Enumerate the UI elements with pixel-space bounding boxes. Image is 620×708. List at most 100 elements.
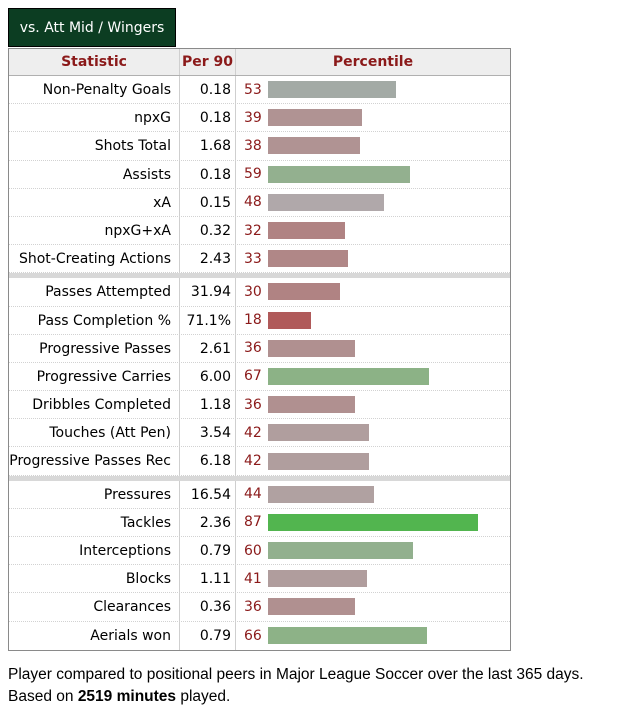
stat-name: Interceptions	[9, 537, 180, 565]
percentile-value: 32	[244, 222, 262, 239]
percentile-bar	[268, 542, 413, 560]
table-row: Blocks 1.11 41	[9, 565, 510, 594]
table-row: Assists 0.18 59	[9, 160, 510, 189]
table-row: Progressive Carries 6.00 67	[9, 362, 510, 392]
percentile-value: 87	[244, 514, 262, 531]
percentile-bar	[268, 598, 355, 616]
percentile-bar	[268, 627, 427, 645]
percentile-cell: 39	[236, 104, 510, 131]
percentile-bar	[268, 513, 478, 531]
percentile-value: 42	[244, 453, 262, 470]
percentile-value: 30	[244, 283, 262, 300]
percentile-value: 42	[244, 424, 262, 441]
per90-value: 0.32	[180, 216, 236, 245]
percentile-bar	[268, 109, 362, 127]
percentile-cell: 36	[236, 391, 510, 418]
percentile-cell: 38	[236, 132, 510, 159]
percentile-cell: 42	[236, 419, 510, 446]
percentile-bar	[268, 193, 384, 211]
stat-name: Tackles	[9, 508, 180, 536]
percentile-value: 39	[244, 109, 262, 126]
percentile-cell: 48	[236, 189, 510, 216]
per90-value: 16.54	[180, 480, 236, 508]
stat-name: Pressures	[9, 480, 180, 508]
stat-name: xA	[9, 188, 180, 216]
stat-name: Progressive Passes	[9, 334, 180, 362]
footer-note: Player compared to positional peers in M…	[8, 664, 618, 708]
percentile-cell: 30	[236, 278, 510, 305]
per90-value: 3.54	[180, 419, 236, 447]
table-row: npxG 0.18 39	[9, 104, 510, 133]
table-row: Interceptions 0.79 60	[9, 537, 510, 566]
comparison-tab-label: vs. Att Mid / Wingers	[19, 19, 165, 36]
table-row: Aerials won 0.79 66	[9, 621, 510, 650]
percentile-bar	[268, 339, 355, 357]
stat-name: Aerials won	[9, 621, 180, 650]
percentile-cell: 66	[236, 622, 510, 650]
percentile-cell: 32	[236, 217, 510, 244]
stat-name: Dribbles Completed	[9, 391, 180, 419]
table-row: Progressive Passes 2.61 36	[9, 334, 510, 363]
table-row: Passes Attempted 31.94 30	[9, 278, 510, 307]
per90-value: 0.15	[180, 188, 236, 216]
percentile-bar	[268, 396, 355, 414]
percentile-bar	[268, 222, 345, 240]
per90-value: 2.61	[180, 334, 236, 362]
percentile-bar	[268, 424, 369, 442]
percentile-cell: 18	[236, 307, 510, 334]
table-row: Pressures 16.54 44	[9, 480, 510, 509]
stat-name: Passes Attempted	[9, 278, 180, 306]
stat-name: Progressive Carries	[9, 362, 180, 391]
footer-text: Player compared to positional peers in M…	[8, 666, 584, 705]
stat-name: Touches (Att Pen)	[9, 419, 180, 447]
stat-name: Shots Total	[9, 132, 180, 160]
per90-value: 2.36	[180, 508, 236, 536]
stat-name: Blocks	[9, 565, 180, 593]
per90-value: 2.43	[180, 245, 236, 273]
percentile-bar	[268, 81, 396, 99]
header-percentile: Percentile	[332, 54, 414, 70]
percentile-value: 36	[244, 396, 262, 413]
percentile-value: 38	[244, 137, 262, 154]
percentile-bar	[268, 485, 374, 503]
table-body: Non-Penalty Goals 0.18 53 npxG 0.18 39 Shots T…	[9, 76, 510, 650]
percentile-value: 36	[244, 340, 262, 357]
percentile-value: 41	[244, 570, 262, 587]
stat-name: Progressive Passes Rec	[9, 447, 180, 475]
percentile-bar	[268, 137, 360, 155]
percentile-cell: 33	[236, 245, 510, 272]
table-row: Touches (Att Pen) 3.54 42	[9, 419, 510, 448]
percentile-bar	[268, 367, 429, 385]
percentile-value: 66	[244, 627, 262, 644]
table-row: Shots Total 1.68 38	[9, 132, 510, 161]
comparison-tab[interactable]: vs. Att Mid / Wingers	[8, 8, 176, 47]
per90-value: 0.79	[180, 537, 236, 565]
percentile-value: 18	[244, 312, 262, 329]
percentile-value: 53	[244, 81, 262, 98]
footer-minutes: 2519 minutes	[77, 688, 177, 705]
percentile-cell: 59	[236, 161, 510, 188]
percentile-cell: 41	[236, 565, 510, 592]
group-separator	[9, 273, 510, 279]
percentile-value: 36	[244, 598, 262, 615]
per90-value: 1.18	[180, 391, 236, 419]
table-row: Tackles 2.36 87	[9, 508, 510, 537]
percentile-cell: 67	[236, 363, 510, 390]
per90-value: 0.18	[180, 76, 236, 104]
table-row: Dribbles Completed 1.18 36	[9, 391, 510, 420]
per90-value: 0.18	[180, 104, 236, 132]
percentile-value: 59	[244, 166, 262, 183]
stat-name: Assists	[9, 160, 180, 188]
percentile-value: 67	[244, 368, 262, 385]
percentile-cell: 42	[236, 447, 510, 474]
stat-name: npxG+xA	[9, 216, 180, 245]
group-separator	[9, 475, 510, 481]
per90-value: 6.18	[180, 447, 236, 475]
table-header: Statistic Per 90 Percentile	[9, 49, 510, 76]
per90-value: 6.00	[180, 362, 236, 391]
percentile-bar	[268, 250, 348, 268]
percentile-cell: 36	[236, 335, 510, 362]
table-row: npxG+xA 0.32 32	[9, 216, 510, 246]
table-row: Shot-Creating Actions 2.43 33	[9, 245, 510, 274]
percentile-cell: 36	[236, 593, 510, 620]
